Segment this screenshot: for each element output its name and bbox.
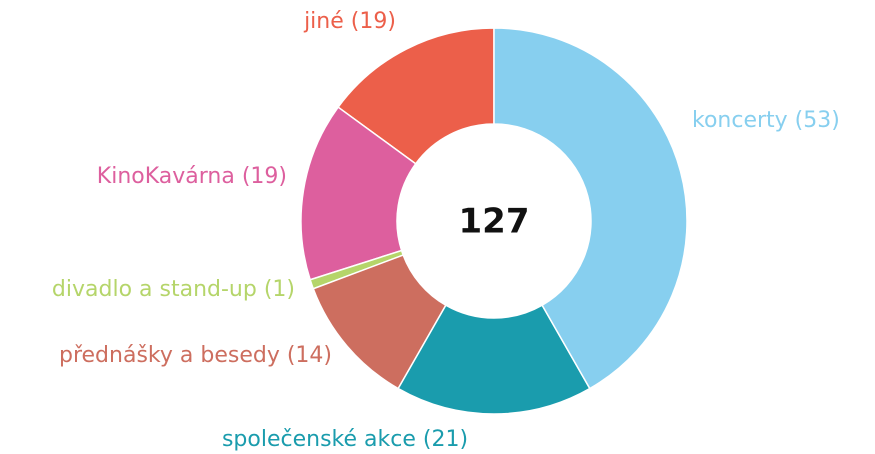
donut-slice bbox=[300, 106, 417, 281]
slice-label: přednášky a besedy (14) bbox=[59, 343, 332, 368]
slice-label: společenské akce (21) bbox=[222, 427, 468, 452]
donut-slice bbox=[493, 27, 688, 390]
center-total: 127 bbox=[459, 202, 530, 242]
slice-label: divadlo a stand-up (1) bbox=[52, 277, 295, 302]
slice-label: koncerty (53) bbox=[692, 108, 840, 133]
donut-slice bbox=[397, 304, 591, 415]
slice-label: KinoKavárna (19) bbox=[97, 164, 287, 189]
donut-slice bbox=[312, 254, 447, 390]
slice-label: jiné (19) bbox=[303, 9, 396, 34]
